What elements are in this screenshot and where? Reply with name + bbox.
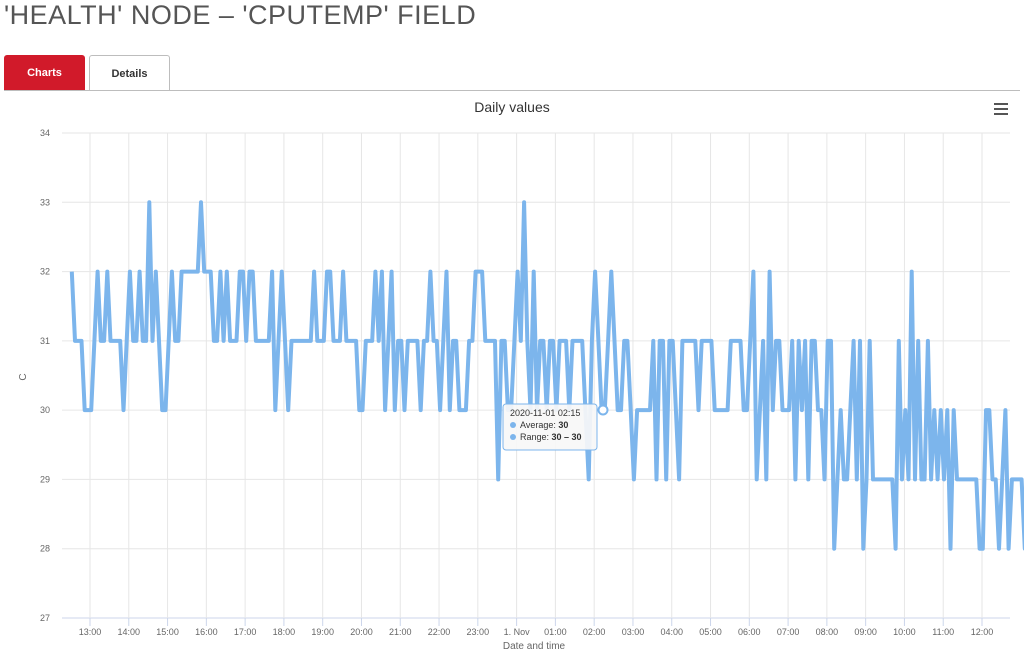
tooltip-dot-average (510, 422, 516, 428)
y-tick-label: 31 (40, 336, 50, 346)
hover-marker (597, 404, 609, 416)
y-axis: 27 28 29 30 31 32 33 34 (40, 128, 50, 623)
tooltip: 2020-11-01 02:15 Average: 30 Range: 30 –… (502, 403, 609, 451)
series-line-average (69, 200, 1024, 551)
x-tick-label: 16:00 (195, 627, 218, 637)
tooltip-average: Average: 30 (520, 420, 568, 430)
y-tick-label: 28 (40, 544, 50, 554)
y-tick-label: 29 (40, 474, 50, 484)
x-tick-label: 13:00 (79, 627, 102, 637)
x-tick-label: 17:00 (234, 627, 257, 637)
y-tick-label: 27 (40, 613, 50, 623)
tooltip-header: 2020-11-01 02:15 (510, 408, 580, 418)
y-tick-label: 33 (40, 197, 50, 207)
tab-details[interactable]: Details (89, 55, 170, 91)
tooltip-box (502, 403, 598, 451)
x-tick-label: 12:00 (971, 627, 994, 637)
x-tick-label: 10:00 (893, 627, 916, 637)
y-axis-title: C (18, 373, 29, 380)
x-tick-label: 21:00 (389, 627, 412, 637)
x-tick-label: 06:00 (738, 627, 761, 637)
x-tick-label: 01:00 (544, 627, 567, 637)
line-chart: Daily values 27 28 29 30 31 32 33 34 13:00 14:00… (18, 99, 1024, 652)
x-tick-label: 1. Nov (504, 627, 531, 637)
x-tick-label: 02:00 (583, 627, 606, 637)
x-tick-label: 04:00 (660, 627, 683, 637)
x-tick-label: 23:00 (467, 627, 490, 637)
x-tick-label: 19:00 (311, 627, 334, 637)
x-tick-label: 11:00 (932, 627, 954, 637)
tab-bar-divider (4, 90, 1020, 91)
x-tick-label: 07:00 (777, 627, 800, 637)
y-tick-label: 32 (40, 267, 50, 277)
x-tick-label: 14:00 (118, 627, 141, 637)
x-tick-label: 18:00 (273, 627, 296, 637)
x-tick-label: 05:00 (699, 627, 722, 637)
x-tick-label: 20:00 (350, 627, 373, 637)
page-title: 'HEALTH' NODE – 'CPUTEMP' FIELD (4, 0, 477, 30)
x-tick-label: 03:00 (622, 627, 645, 637)
x-tick-label: 22:00 (428, 627, 451, 637)
chart-title: Daily values (474, 99, 549, 115)
tab-charts[interactable]: Charts (4, 55, 85, 90)
tab-bar: Charts Details (4, 55, 1020, 91)
x-tick-label: 15:00 (156, 627, 179, 637)
y-tick-label: 34 (40, 128, 50, 138)
chart-menu-icon[interactable] (994, 103, 1008, 115)
tooltip-dot-range (510, 434, 516, 440)
tooltip-range: Range: 30 – 30 (520, 432, 582, 442)
x-axis-title: Date and time (503, 641, 566, 652)
x-axis: 13:00 14:00 15:00 16:00 17:00 18:00 19:00 20:00… (79, 618, 994, 637)
x-tick-label: 08:00 (816, 627, 839, 637)
series-average (69, 200, 1024, 551)
y-tick-label: 30 (40, 405, 50, 415)
x-tick-label: 09:00 (854, 627, 877, 637)
